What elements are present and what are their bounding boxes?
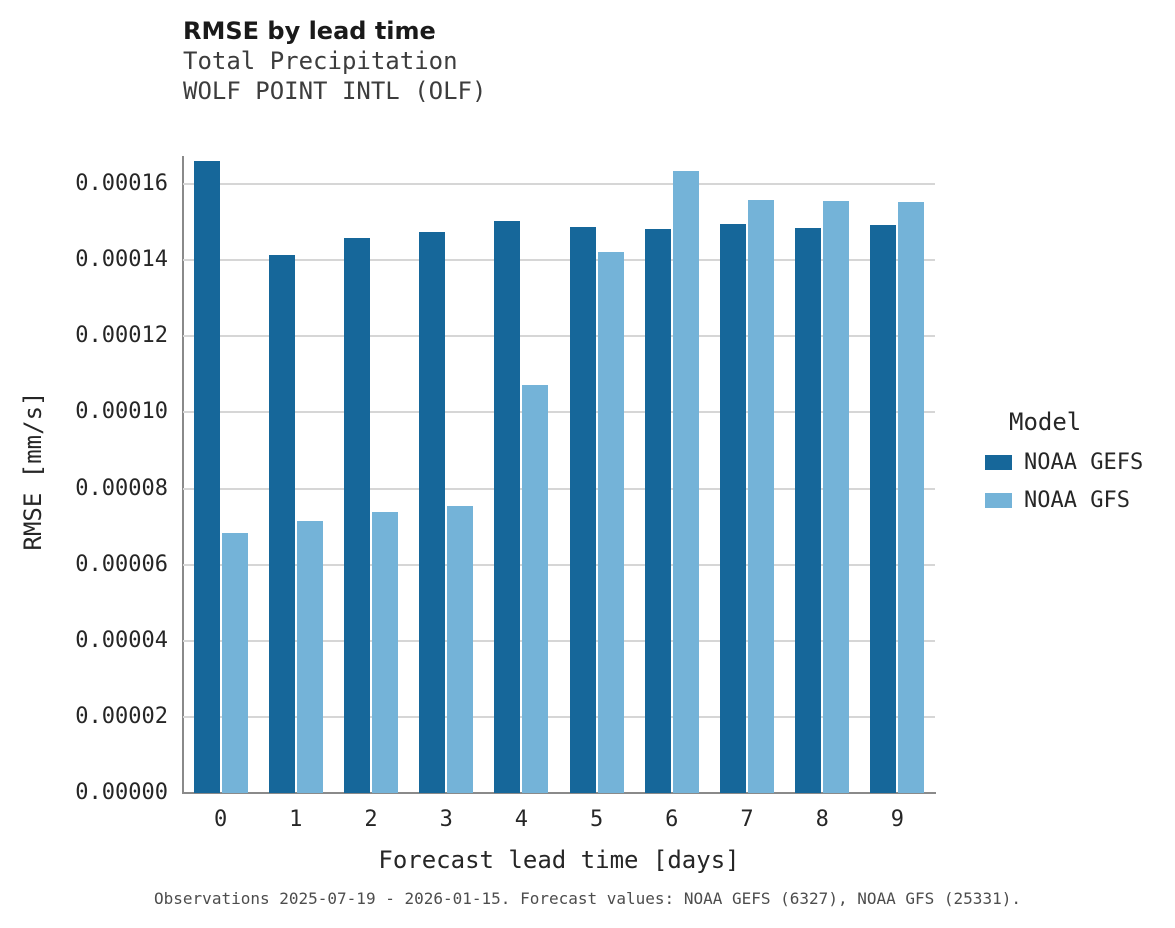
bar-noaa-gefs-lead-3	[419, 231, 446, 793]
y-tick-label: 0.00010	[75, 399, 168, 425]
x-tick-label: 6	[665, 807, 679, 832]
gridline	[183, 563, 935, 566]
y-tick-label: 0.00002	[75, 703, 168, 729]
bar-noaa-gefs-lead-2	[344, 238, 370, 793]
caption: Observations 2025-07-19 - 2026-01-15. Fo…	[154, 889, 1021, 908]
legend-entries: NOAA GEFS NOAA GFS	[985, 450, 1175, 513]
bar-noaa-gfs-lead-4	[522, 385, 549, 793]
title-block: RMSE by lead time Total Precipitation WO…	[183, 16, 486, 106]
legend-swatch	[985, 493, 1012, 508]
bar-noaa-gfs-lead-8	[823, 201, 850, 793]
bar-noaa-gefs-lead-8	[795, 228, 822, 793]
x-tick-label: 2	[364, 807, 378, 832]
gridline	[183, 487, 935, 490]
x-tick-label: 3	[439, 807, 453, 832]
y-axis-spine	[182, 156, 184, 793]
bar-noaa-gfs-lead-3	[447, 506, 474, 793]
legend-title: Model	[1009, 408, 1082, 436]
bar-noaa-gfs-lead-0	[221, 533, 248, 793]
legend-label: NOAA GFS	[1024, 488, 1130, 513]
x-tick-label: 0	[213, 807, 228, 832]
x-axis-label: Forecast lead time [days]	[378, 846, 740, 874]
legend-entry: NOAA GFS	[985, 488, 1175, 513]
y-tick-label: 0.00006	[75, 551, 168, 577]
bar-noaa-gefs-lead-4	[494, 220, 521, 793]
gridline	[183, 183, 935, 185]
bar-noaa-gfs-lead-9	[898, 202, 925, 793]
x-tick-label: 8	[815, 807, 829, 832]
y-tick-label: 0.00004	[75, 627, 168, 653]
bar-noaa-gfs-lead-5	[597, 251, 624, 793]
chart-subtitle-variable: Total Precipitation	[183, 47, 458, 75]
legend-swatch	[985, 455, 1012, 470]
bar-noaa-gefs-lead-9	[870, 225, 897, 793]
x-tick-label: 5	[589, 807, 604, 832]
bar-noaa-gefs-lead-1	[268, 255, 295, 793]
legend: Model NOAA GEFS NOAA GFS	[985, 408, 1175, 526]
bar-noaa-gfs-lead-1	[296, 520, 323, 793]
gridline	[183, 335, 935, 338]
bar-noaa-gfs-lead-6	[672, 171, 699, 793]
plot-area	[182, 150, 936, 794]
gridline	[183, 411, 935, 414]
legend-entry: NOAA GEFS	[985, 450, 1175, 475]
y-tick-label: 0.00014	[75, 247, 168, 273]
gridline	[183, 259, 935, 262]
legend-label: NOAA GEFS	[1024, 450, 1144, 475]
bar-noaa-gefs-lead-0	[193, 161, 220, 793]
bar-noaa-gfs-lead-2	[372, 512, 398, 793]
y-tick-label: 0.00016	[75, 171, 168, 196]
x-tick-label: 1	[289, 807, 303, 832]
bar-noaa-gefs-lead-7	[720, 224, 746, 793]
bar-noaa-gefs-lead-6	[644, 228, 671, 793]
x-tick-label: 9	[890, 807, 905, 832]
bar-noaa-gfs-lead-7	[748, 199, 774, 793]
gridline	[183, 639, 935, 642]
x-axis-spine	[182, 792, 936, 794]
y-tick-label: 0.00012	[75, 323, 168, 349]
page-title: RMSE by lead time	[183, 17, 436, 45]
chart-subtitle-station: WOLF POINT INTL (OLF)	[183, 77, 487, 105]
x-tick-label: 4	[514, 807, 529, 832]
y-tick-label: 0.00008	[75, 475, 168, 501]
gridline	[183, 715, 935, 718]
y-tick-label: 0.00000	[75, 780, 168, 805]
y-axis-label: RMSE [mm/s]	[19, 391, 47, 551]
x-tick-label: 7	[740, 807, 754, 832]
bar-noaa-gefs-lead-5	[569, 227, 596, 793]
